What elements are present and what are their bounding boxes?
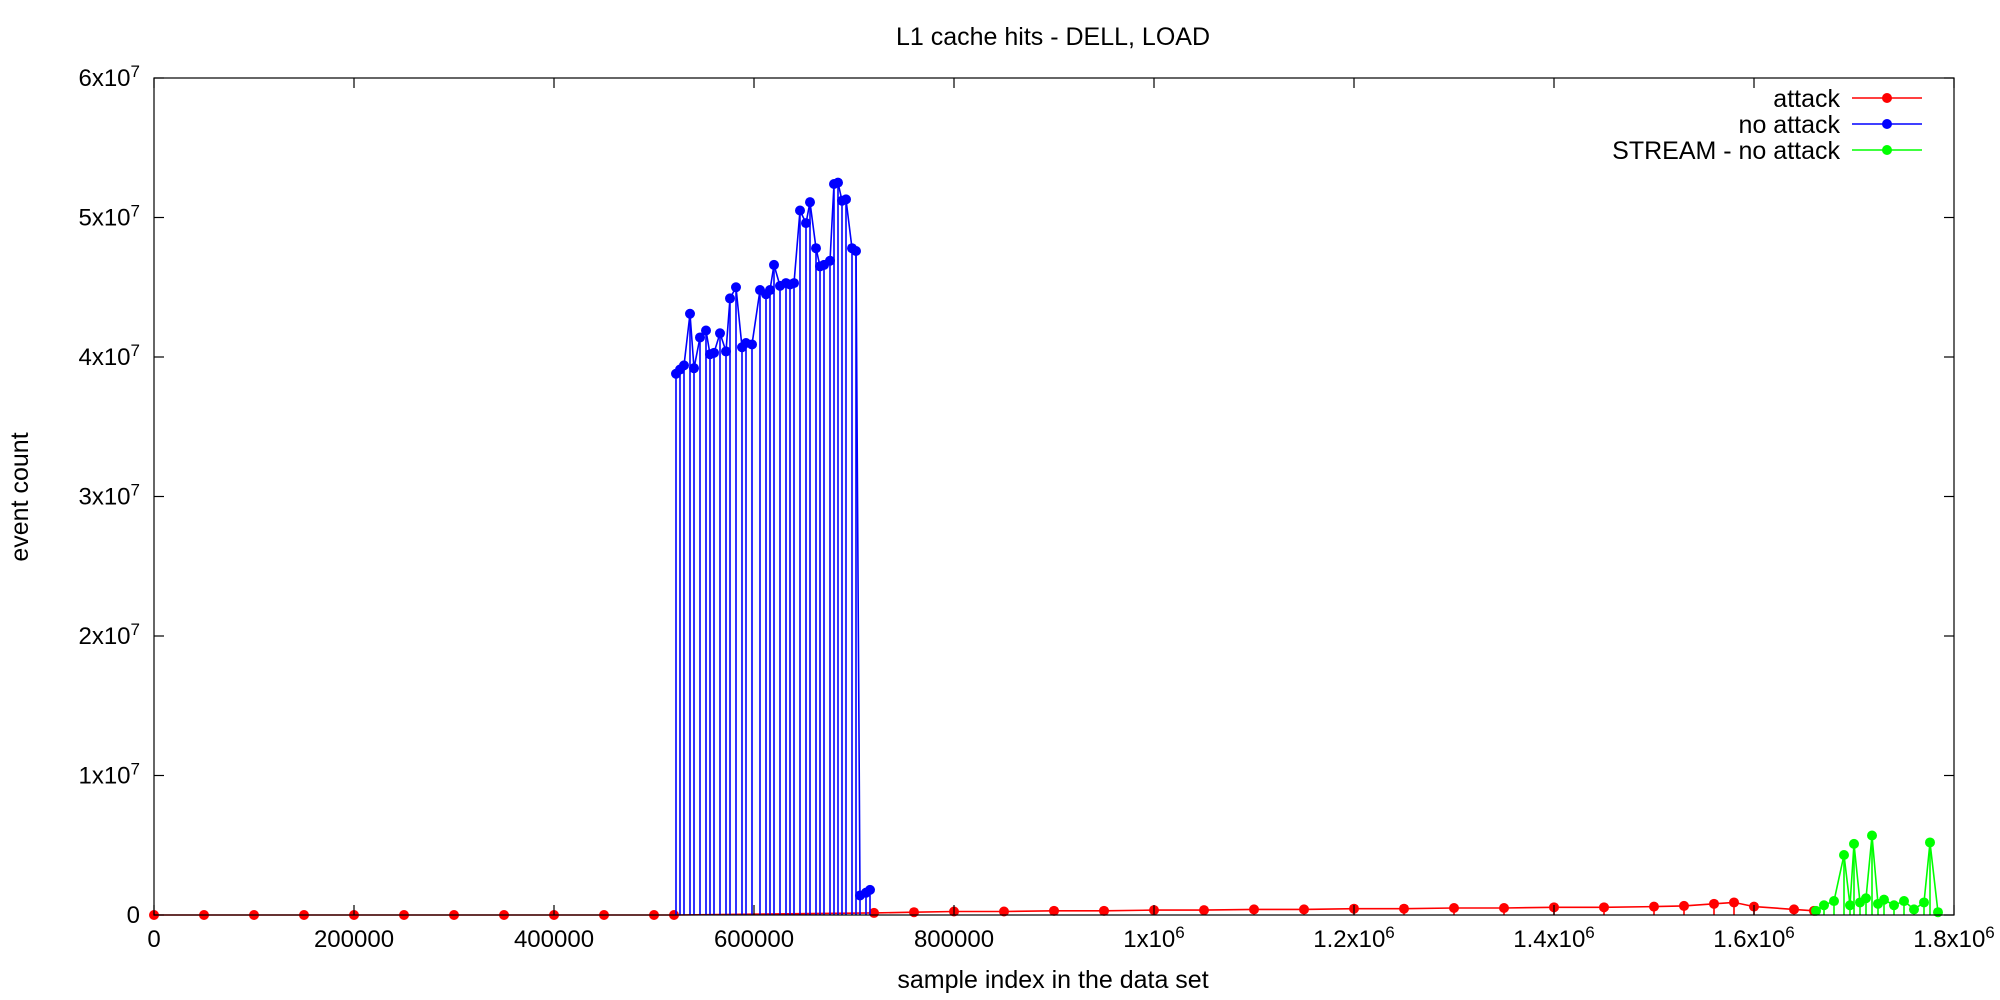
data-point: [1679, 900, 1689, 911]
data-point: [695, 332, 705, 343]
data-point: [801, 218, 811, 229]
x-tick-label: 1.2x106: [1313, 923, 1395, 953]
x-tick-label: 600000: [714, 926, 794, 953]
data-point: [795, 205, 805, 216]
plot-frame: [153, 77, 1955, 916]
data-point: [1839, 850, 1849, 861]
data-point: [1399, 903, 1409, 914]
legend-item: STREAM - no attack: [1612, 137, 1922, 165]
data-point: [709, 347, 719, 358]
series-line: [675, 181, 871, 897]
y-tick-label: 6x107: [78, 62, 140, 92]
data-point: [731, 282, 741, 293]
data-point: [721, 346, 731, 357]
plot-area: [149, 77, 1955, 920]
series-no-attack: [671, 177, 875, 915]
y-axis: 0 1x107 2x107 3x107 4x107 5x107 6x107: [78, 62, 1954, 929]
y-tick-label: 1x107: [78, 760, 140, 790]
y-tick-label: 2x107: [78, 620, 140, 650]
x-tick-label: 200000: [314, 926, 394, 953]
data-point: [1249, 904, 1259, 915]
legend-label: STREAM - no attack: [1612, 137, 1840, 165]
x-tick-label: 400000: [514, 926, 594, 953]
x-tick-label: 1x106: [1123, 923, 1185, 953]
legend-swatch-marker: [1882, 93, 1892, 103]
data-point: [841, 194, 851, 205]
data-point: [789, 278, 799, 289]
data-point: [1789, 904, 1799, 915]
data-point: [1649, 901, 1659, 912]
data-point: [1861, 893, 1871, 904]
data-point: [725, 293, 735, 304]
series-attack: [149, 897, 1819, 920]
data-point: [805, 197, 815, 208]
chart-title: L1 cache hits - DELL, LOAD: [896, 23, 1210, 51]
data-point: [1845, 900, 1855, 911]
data-point: [825, 255, 835, 266]
y-tick-label: 4x107: [78, 341, 140, 371]
data-point: [865, 884, 875, 895]
series-layer: [149, 177, 1943, 920]
data-point: [1879, 894, 1889, 905]
y-axis-title: event count: [6, 432, 34, 561]
series-stream-no-attack: [1811, 830, 1943, 918]
data-point: [1829, 896, 1839, 907]
data-point: [1849, 838, 1859, 849]
x-tick-label: 0: [147, 926, 160, 953]
legend-swatch-marker: [1882, 145, 1892, 155]
data-point: [715, 328, 725, 339]
data-point: [1933, 907, 1943, 918]
data-point: [1925, 837, 1935, 848]
data-point: [1199, 905, 1209, 916]
data-point: [1729, 897, 1739, 908]
data-point: [1811, 905, 1821, 916]
data-point: [689, 363, 699, 374]
data-point: [1449, 903, 1459, 914]
x-tick-label: 1.4x106: [1513, 923, 1595, 953]
data-point: [1499, 903, 1509, 914]
x-tick-label: 1.8x106: [1913, 923, 1995, 953]
data-point: [1709, 898, 1719, 909]
legend-label: attack: [1773, 85, 1840, 113]
data-point: [1899, 896, 1909, 907]
data-point: [765, 285, 775, 296]
data-point: [701, 325, 711, 336]
legend-swatch-marker: [1882, 119, 1892, 129]
data-point: [747, 339, 757, 350]
data-point: [1049, 905, 1059, 916]
data-point: [833, 177, 843, 188]
data-point: [1299, 904, 1309, 915]
data-point: [1919, 897, 1929, 908]
data-point: [811, 243, 821, 254]
data-point: [909, 907, 919, 918]
legend-label: no attack: [1739, 111, 1841, 139]
x-tick-label: 800000: [914, 926, 994, 953]
data-point: [1889, 900, 1899, 911]
legend-item: no attack: [1739, 111, 1922, 139]
x-axis-title: sample index in the data set: [897, 966, 1208, 994]
data-point: [1819, 900, 1829, 911]
legend-item: attack: [1773, 85, 1922, 113]
y-tick-label: 0: [127, 902, 140, 929]
data-point: [1599, 902, 1609, 913]
data-point: [769, 259, 779, 270]
x-axis: 0 200000 400000 600000 800000 1x106 1.2x106 1.4…: [147, 78, 1995, 953]
data-point: [1099, 905, 1109, 916]
data-point: [1909, 904, 1919, 915]
data-point: [679, 360, 689, 371]
data-point: [685, 308, 695, 319]
x-tick-label: 1.6x106: [1713, 923, 1795, 953]
data-point: [999, 906, 1009, 917]
y-tick-label: 3x107: [78, 481, 140, 511]
data-point: [851, 245, 861, 256]
y-tick-label: 5x107: [78, 202, 140, 232]
data-point: [1867, 830, 1877, 841]
